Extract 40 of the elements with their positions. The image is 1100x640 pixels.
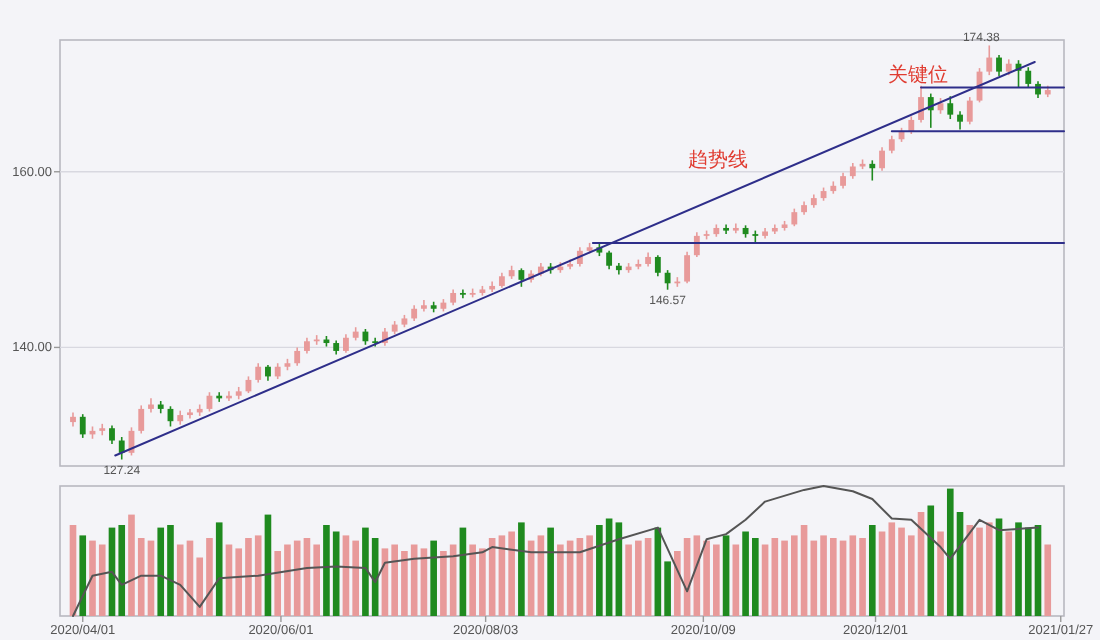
- candlestick: [255, 362, 262, 384]
- candlestick: [986, 44, 993, 76]
- annotation: 趋势线: [687, 148, 748, 173]
- candlestick: [1025, 66, 1032, 89]
- bar: [1044, 544, 1052, 616]
- candlestick: [996, 54, 1002, 77]
- candlestick: [518, 267, 525, 288]
- candlestick: [187, 408, 193, 420]
- candlestick: [459, 288, 466, 300]
- bar: [937, 531, 944, 616]
- bar: [547, 527, 554, 616]
- candlestick: [138, 404, 145, 435]
- candlestick: [869, 159, 876, 182]
- bar: [868, 525, 876, 616]
- candlestick: [879, 146, 885, 172]
- bar: [518, 522, 525, 616]
- bar: [732, 544, 740, 616]
- bar: [430, 540, 437, 616]
- candlestick: [918, 84, 924, 124]
- candlestick: [693, 231, 700, 258]
- bar: [79, 535, 87, 616]
- candlestick: [343, 333, 349, 354]
- candlestick: [148, 397, 154, 414]
- bar: [1005, 531, 1013, 616]
- annotation: 关键位: [888, 63, 949, 88]
- candlestick: [684, 250, 691, 285]
- candlestick: [294, 346, 301, 367]
- candlestick: [723, 223, 730, 235]
- candlestick: [654, 254, 661, 278]
- candlestick: [664, 269, 671, 291]
- candlestick: [947, 95, 954, 120]
- candlestick: [957, 110, 963, 131]
- bar: [215, 522, 223, 616]
- candlestick: [79, 413, 86, 439]
- candlestick: [606, 250, 613, 271]
- bar: [722, 535, 730, 616]
- bar: [761, 544, 769, 616]
- candlestick: [966, 96, 973, 126]
- bar: [927, 505, 935, 616]
- candlestick: [109, 424, 115, 445]
